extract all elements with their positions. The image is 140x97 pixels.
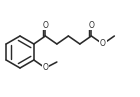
Text: O: O xyxy=(42,64,48,72)
Text: O: O xyxy=(42,20,48,29)
Text: O: O xyxy=(100,39,106,48)
Text: O: O xyxy=(88,20,94,29)
